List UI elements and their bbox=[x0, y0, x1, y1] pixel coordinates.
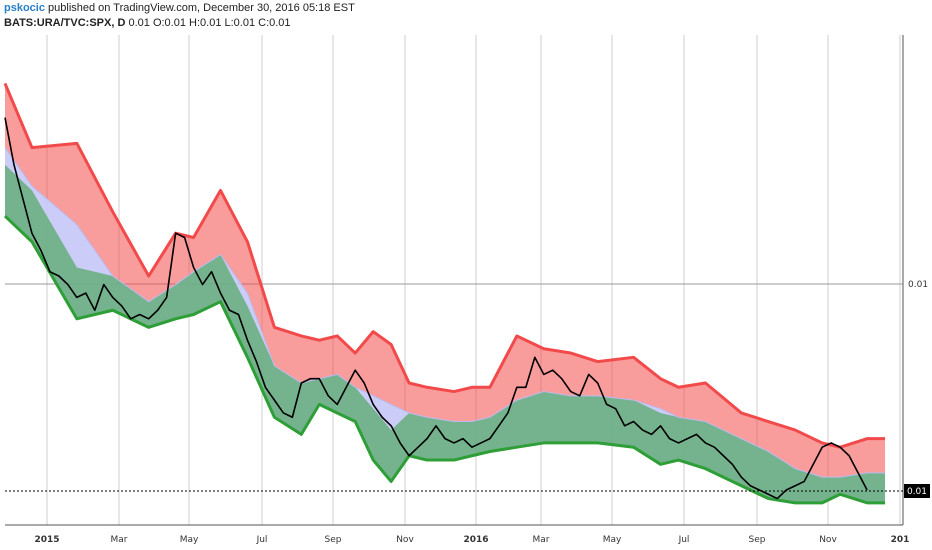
x-tick-label: May bbox=[603, 535, 622, 545]
y-axis-ticks: 0.01 0.01 bbox=[908, 280, 928, 496]
x-tick-label: Jul bbox=[256, 535, 268, 545]
x-tick-label: Sep bbox=[749, 535, 766, 545]
last-value-badge bbox=[904, 484, 930, 498]
author-link[interactable]: pskocic bbox=[4, 2, 45, 14]
x-tick-label: 2015 bbox=[34, 535, 59, 545]
series-lines bbox=[3, 82, 886, 505]
price-line bbox=[4, 117, 868, 500]
x-tick-label: 2016 bbox=[463, 535, 488, 545]
published-text: published on TradingView.com, December 3… bbox=[48, 2, 355, 14]
symbol-info: BATS:URA/TVC:SPX, D 0.01 O:0.01 H:0.01 L… bbox=[4, 17, 291, 29]
middle-band-line bbox=[4, 147, 886, 478]
y-tick-label: 0.01 bbox=[908, 280, 928, 290]
x-tick-label: Nov bbox=[819, 535, 837, 545]
lower-band-fill bbox=[5, 164, 886, 503]
publish-info: pskocic published on TradingView.com, De… bbox=[4, 2, 355, 14]
ohlc-values: 0.01 O:0.01 H:0.01 L:0.01 C:0.01 bbox=[128, 17, 291, 29]
x-axis-ticks: 2015 Mar May Jul Sep Nov 2016 Mar May Jul Sep Nov 20… bbox=[34, 535, 909, 545]
x-tick-label: Jul bbox=[678, 535, 690, 545]
x-tick-label: Sep bbox=[325, 535, 342, 545]
axes bbox=[5, 35, 904, 526]
x-tick-label: Mar bbox=[111, 535, 128, 545]
last-value-label: 0.01 bbox=[907, 487, 927, 497]
lower-band-line bbox=[3, 214, 886, 505]
upper-band-line bbox=[3, 82, 886, 449]
x-tick-label: Mar bbox=[533, 535, 550, 545]
x-tick-label: May bbox=[180, 535, 199, 545]
last-value-marker: 0.01 bbox=[5, 484, 930, 498]
x-tick-label: Nov bbox=[396, 535, 414, 545]
x-tick-label: 201 bbox=[891, 535, 910, 545]
symbol-label: BATS:URA/TVC:SPX, D bbox=[4, 17, 126, 29]
